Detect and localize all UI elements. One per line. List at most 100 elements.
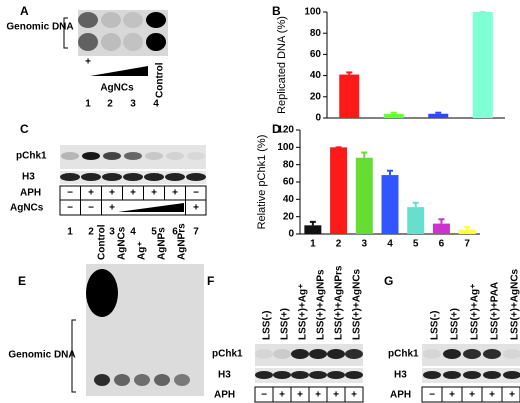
panel-label: C (20, 122, 29, 136)
panel-label: F (207, 274, 214, 288)
lane-number: 4 (153, 99, 159, 110)
band (309, 349, 327, 359)
row-label: pChk1 (212, 349, 243, 360)
panel-label: E (18, 274, 26, 288)
y-axis-label: Replicated DNA (%) (276, 16, 288, 114)
agncs-mark: − (88, 203, 94, 214)
lane-number: 2 (88, 227, 94, 238)
x-tick-label: 6 (439, 239, 445, 250)
band (503, 371, 520, 379)
aph-mark: + (130, 188, 136, 199)
y-axis-label: Relative pChk1 (%) (256, 135, 268, 230)
aph-mark: + (172, 188, 178, 199)
wedge (90, 66, 148, 76)
band (123, 173, 143, 181)
panel-label: A (20, 4, 29, 18)
lane-label: LSS(+)+AgNCs (510, 268, 520, 340)
y-tick-label: 120 (277, 125, 294, 136)
row-label: H3 (22, 172, 35, 183)
band (82, 152, 100, 160)
control-label: Control (155, 62, 166, 98)
band (166, 152, 184, 160)
aph-mark: + (151, 188, 157, 199)
lane-label: AgNPs (157, 227, 168, 260)
band (443, 371, 461, 379)
band (174, 374, 190, 386)
panel-label: B (272, 4, 281, 18)
lane-number: 5 (151, 227, 157, 238)
aph-mark: + (315, 390, 321, 401)
bar (355, 157, 373, 234)
band (255, 349, 273, 359)
bar (407, 207, 425, 234)
band (327, 371, 345, 379)
y-tick-label: 0 (315, 113, 321, 124)
band (423, 349, 441, 359)
band (81, 173, 101, 181)
y-tick-label: 60 (310, 49, 322, 60)
band (463, 371, 481, 379)
lane-number: 2 (107, 99, 113, 110)
band (273, 349, 291, 359)
x-tick-label: 4 (387, 239, 393, 250)
treatment-label: AgNCs (100, 83, 134, 94)
lane-label: Ag⁺ (137, 241, 148, 260)
blot-label: Genomic DNA (6, 22, 73, 33)
x-tick-label: 1 (310, 239, 316, 250)
band (503, 349, 520, 359)
bar (428, 113, 449, 118)
lane-number: 7 (193, 227, 199, 238)
agncs-mark: + (109, 203, 115, 214)
bar (432, 223, 450, 234)
band (309, 371, 327, 379)
bracket (71, 319, 76, 393)
band (134, 374, 150, 386)
band (463, 349, 481, 359)
lane-label: LSS(-) (262, 311, 273, 340)
lane-label: LSS(+)+PAA (490, 282, 501, 340)
x-tick-label: 3 (362, 239, 368, 250)
aph-mark: + (489, 390, 495, 401)
band (146, 12, 166, 28)
row-label: pChk1 (388, 349, 419, 360)
aph-mark: + (88, 188, 94, 199)
aph-mark: − (429, 390, 435, 401)
x-tick-label: 7 (464, 239, 470, 250)
band (291, 349, 309, 359)
lane-label: LSS(+)+Ag⁺ (298, 284, 309, 340)
aph-mark: − (193, 188, 199, 199)
band (123, 33, 143, 51)
x-tick-label: 5 (413, 239, 419, 250)
band (146, 33, 166, 51)
aph-mark: + (449, 390, 455, 401)
bar (458, 229, 476, 234)
band (291, 371, 309, 379)
band (102, 173, 122, 181)
band (165, 173, 185, 181)
bar (381, 175, 399, 234)
panel-label: G (384, 274, 393, 288)
lane-number: 6 (172, 227, 178, 238)
blot-label: Genomic DNA (8, 350, 75, 361)
y-tick-label: 0 (288, 229, 294, 240)
x-tick-label: 2 (336, 239, 342, 250)
band (86, 269, 118, 317)
y-tick-label: 20 (283, 211, 295, 222)
band (345, 349, 363, 359)
aph-mark: + (351, 390, 357, 401)
lane-label: LSS(+)+AgNPrs (334, 265, 345, 340)
lane-label: LSS(-) (430, 311, 441, 340)
aph-mark: + (109, 188, 115, 199)
aph-mark: + (333, 390, 339, 401)
bar (339, 74, 360, 118)
band (101, 33, 121, 51)
lane-number: 4 (130, 227, 136, 238)
lane-label: LSS(+) (280, 308, 291, 340)
band (114, 374, 130, 386)
aph-mark: − (261, 390, 267, 401)
band (345, 371, 363, 379)
band (94, 374, 110, 386)
row-label: APH (214, 390, 235, 401)
y-tick-label: 80 (310, 28, 322, 39)
